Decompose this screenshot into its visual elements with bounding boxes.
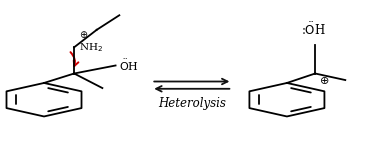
Text: NH$_2$: NH$_2$ [79, 41, 103, 54]
Text: :$\ddot{\mathrm{O}}$H: :$\ddot{\mathrm{O}}$H [301, 21, 326, 38]
Text: $\ddot{\mathrm{O}}$H: $\ddot{\mathrm{O}}$H [119, 58, 138, 73]
Text: $\oplus$: $\oplus$ [319, 75, 329, 86]
Text: Heterolysis: Heterolysis [158, 97, 226, 110]
FancyArrowPatch shape [70, 52, 78, 66]
Text: $\oplus$: $\oplus$ [79, 29, 88, 40]
